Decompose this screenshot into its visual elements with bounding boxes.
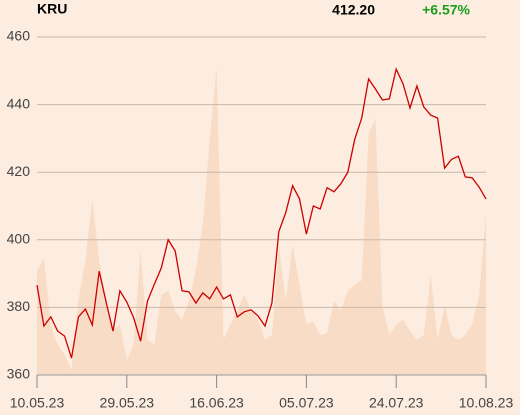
x-tick-label: 10.08.23 <box>459 395 514 411</box>
y-tick-label: 380 <box>7 298 31 314</box>
x-tick-label: 24.07.23 <box>369 395 424 411</box>
background-area <box>37 67 486 376</box>
change: +6.57% <box>422 2 470 18</box>
y-tick-label: 420 <box>7 163 31 179</box>
price-line <box>36 67 487 359</box>
x-tick-label: 10.05.23 <box>10 395 65 411</box>
y-tick-label: 440 <box>7 95 31 111</box>
y-tick-label: 360 <box>7 366 31 382</box>
x-tick-label: 05.07.23 <box>279 395 334 411</box>
y-tick-label: 400 <box>7 231 31 247</box>
y-tick-label: 460 <box>7 28 31 44</box>
x-tick-label: 16.06.23 <box>189 395 244 411</box>
price: 412.20 <box>332 2 375 18</box>
x-tick-label: 29.05.23 <box>100 395 155 411</box>
symbol: KRU <box>37 1 67 17</box>
